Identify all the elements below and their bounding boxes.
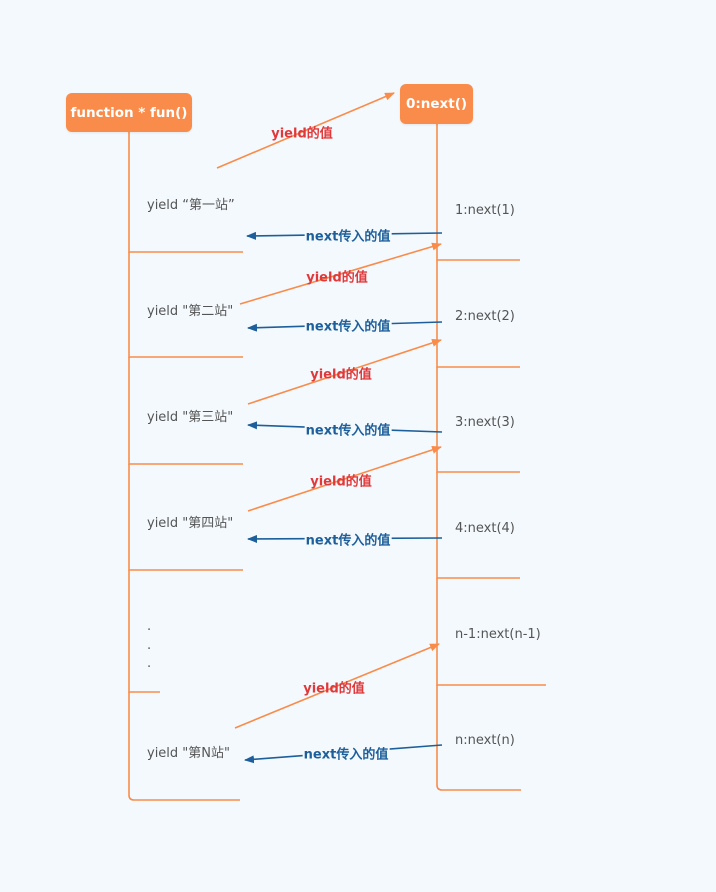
next-root-node: 0:next() <box>400 84 473 124</box>
yield-arrow-1 <box>239 242 442 305</box>
left-item-2: yield "第二站" <box>147 304 234 319</box>
yield-arrows <box>216 92 442 729</box>
left-branch-ellipsis <box>128 570 160 693</box>
right-item-5: n-1:next(n-1) <box>455 627 541 642</box>
left-branch-1 <box>128 132 243 253</box>
left-item-4: yield "第四站" <box>147 516 234 531</box>
left-item-3: yield "第三站" <box>147 410 234 425</box>
right-item-1: 1:next(1) <box>455 203 515 218</box>
right-item-4: 4:next(4) <box>455 521 515 536</box>
right-item-2: 2:next(2) <box>455 309 515 324</box>
right-branch-1 <box>436 124 520 261</box>
right-tree-lines <box>436 124 546 791</box>
yield-arrow-0 <box>216 92 395 169</box>
left-item-5: yield "第N站" <box>147 746 230 761</box>
ellipsis-dot-3: . <box>147 656 152 671</box>
yield-label-3: yield的值 <box>310 474 372 490</box>
next-label-4: next传入的值 <box>304 529 392 549</box>
function-root-node: function * fun() <box>66 93 192 132</box>
next-label-3: next传入的值 <box>304 419 392 439</box>
yield-arrow-3 <box>247 446 442 512</box>
yield-label-1: yield的值 <box>306 270 368 286</box>
next-label-2: next传入的值 <box>304 315 392 335</box>
yield-label-4: yield的值 <box>303 681 365 697</box>
yield-label-0: yield的值 <box>271 126 333 142</box>
right-item-3: 3:next(3) <box>455 415 515 430</box>
right-item-6: n:next(n) <box>455 733 515 748</box>
yield-arrow-2 <box>247 339 442 405</box>
next-label-1: next传入的值 <box>304 225 392 245</box>
next-label-5: next传入的值 <box>302 743 390 763</box>
ellipsis-dot-2: . <box>147 638 152 653</box>
yield-arrow-4 <box>234 643 440 729</box>
ellipsis-dot-1: . <box>147 619 152 634</box>
right-branch-6 <box>436 685 521 791</box>
left-item-1: yield “第一站” <box>147 198 235 213</box>
left-tree-lines <box>128 132 243 801</box>
left-branch-5 <box>128 692 240 801</box>
yield-label-2: yield的值 <box>310 367 372 383</box>
